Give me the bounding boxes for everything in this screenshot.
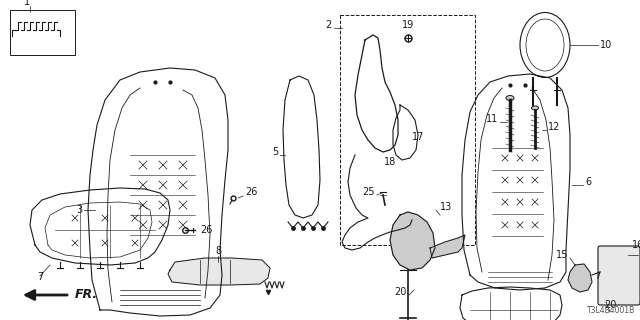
- Polygon shape: [390, 212, 435, 270]
- Text: 16: 16: [632, 240, 640, 250]
- Bar: [340, 15, 475, 245]
- Text: 13: 13: [440, 202, 452, 212]
- Text: 15: 15: [556, 250, 568, 260]
- Text: 1: 1: [24, 0, 30, 7]
- Text: 17: 17: [412, 132, 424, 142]
- Text: 2: 2: [326, 20, 332, 30]
- Polygon shape: [168, 258, 270, 285]
- Text: 5: 5: [272, 147, 278, 157]
- Text: 18: 18: [384, 157, 396, 167]
- Text: T3L4B4001B: T3L4B4001B: [587, 306, 635, 315]
- Text: 10: 10: [600, 40, 612, 50]
- Ellipse shape: [531, 106, 538, 110]
- Text: 26: 26: [245, 187, 257, 197]
- FancyBboxPatch shape: [598, 246, 640, 305]
- Text: 19: 19: [402, 20, 414, 30]
- Text: 7: 7: [37, 272, 43, 282]
- Text: 26: 26: [200, 225, 212, 235]
- Text: 3: 3: [76, 205, 82, 215]
- Text: 25: 25: [362, 187, 375, 197]
- Text: 6: 6: [585, 177, 591, 187]
- Polygon shape: [430, 235, 465, 258]
- Bar: [10, 10, 75, 55]
- Text: 12: 12: [548, 122, 561, 132]
- Ellipse shape: [506, 95, 514, 100]
- Text: 20: 20: [604, 300, 616, 310]
- Text: 8: 8: [215, 246, 221, 256]
- Text: 20: 20: [395, 287, 407, 297]
- Polygon shape: [568, 264, 592, 292]
- Text: FR.: FR.: [75, 289, 98, 301]
- Text: 11: 11: [486, 114, 498, 124]
